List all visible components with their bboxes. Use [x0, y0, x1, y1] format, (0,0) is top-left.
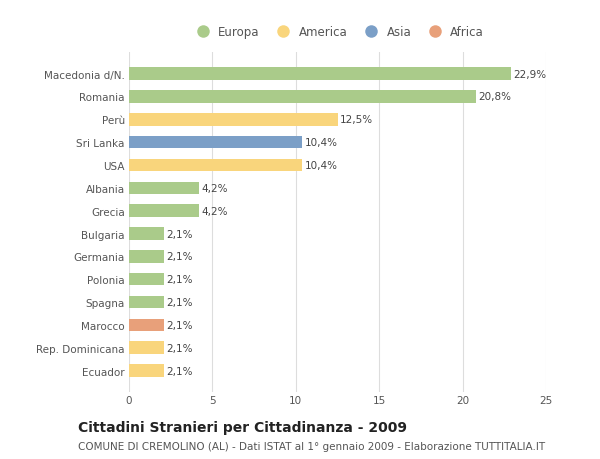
Bar	[129, 182, 199, 195]
Bar	[129, 159, 302, 172]
Text: 10,4%: 10,4%	[305, 138, 338, 148]
Text: Cittadini Stranieri per Cittadinanza - 2009: Cittadini Stranieri per Cittadinanza - 2…	[78, 420, 407, 434]
Bar	[129, 205, 199, 218]
Bar	[129, 114, 337, 126]
Text: 2,1%: 2,1%	[167, 366, 193, 376]
Text: 10,4%: 10,4%	[305, 161, 338, 171]
Text: 12,5%: 12,5%	[340, 115, 373, 125]
Bar	[129, 341, 164, 354]
Bar	[129, 273, 164, 286]
Bar	[129, 364, 164, 377]
Text: 2,1%: 2,1%	[167, 297, 193, 308]
Legend: Europa, America, Asia, Africa: Europa, America, Asia, Africa	[187, 21, 488, 44]
Bar	[129, 251, 164, 263]
Text: 4,2%: 4,2%	[202, 184, 228, 193]
Text: 2,1%: 2,1%	[167, 229, 193, 239]
Text: 22,9%: 22,9%	[514, 69, 547, 79]
Text: 4,2%: 4,2%	[202, 206, 228, 216]
Bar	[129, 296, 164, 308]
Text: 2,1%: 2,1%	[167, 343, 193, 353]
Text: COMUNE DI CREMOLINO (AL) - Dati ISTAT al 1° gennaio 2009 - Elaborazione TUTTITAL: COMUNE DI CREMOLINO (AL) - Dati ISTAT al…	[78, 441, 545, 451]
Text: 2,1%: 2,1%	[167, 274, 193, 285]
Bar	[129, 91, 476, 104]
Text: 20,8%: 20,8%	[478, 92, 511, 102]
Bar	[129, 137, 302, 149]
Text: 2,1%: 2,1%	[167, 252, 193, 262]
Bar	[129, 319, 164, 331]
Bar	[129, 68, 511, 81]
Bar	[129, 228, 164, 240]
Text: 2,1%: 2,1%	[167, 320, 193, 330]
